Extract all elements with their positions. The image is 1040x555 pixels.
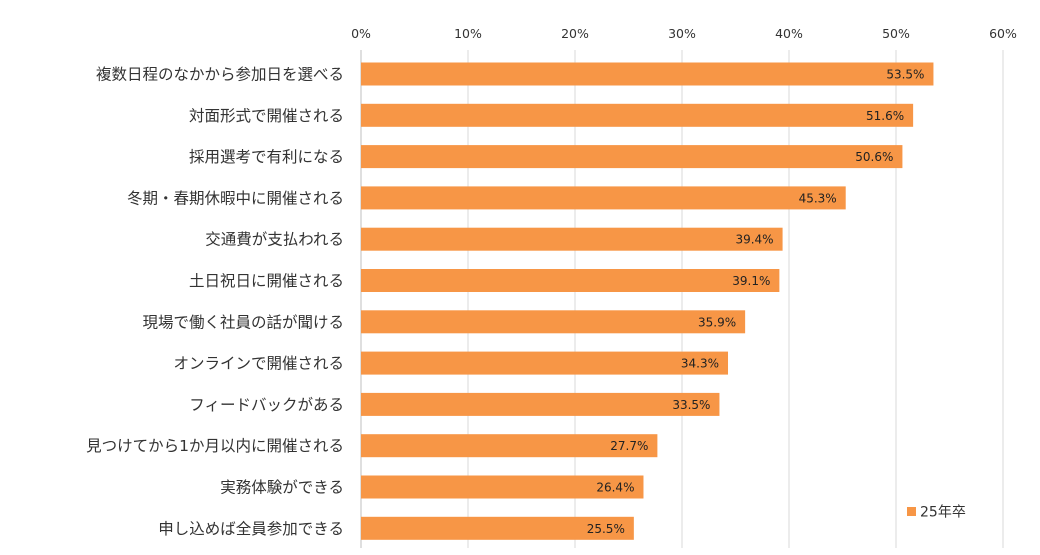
category-label: オンラインで開催される — [173, 355, 344, 373]
bar — [361, 103, 914, 127]
data-label: 27.7% — [610, 439, 648, 453]
bar — [361, 186, 846, 210]
category-label: 交通費が支払われる — [205, 231, 344, 249]
x-tick-label: 50% — [882, 26, 910, 41]
data-label: 34.3% — [681, 357, 719, 371]
legend-label: 25年卒 — [920, 505, 966, 521]
bar — [361, 145, 903, 169]
bar — [361, 62, 934, 86]
bar — [361, 351, 729, 375]
bar — [361, 516, 634, 540]
bar — [361, 392, 720, 416]
x-tick-label: 30% — [668, 26, 696, 41]
x-tick-label: 10% — [454, 26, 482, 41]
data-label: 50.6% — [855, 150, 893, 164]
category-label: 対面形式で開催される — [189, 107, 344, 125]
data-label: 26.4% — [596, 481, 634, 495]
bar — [361, 269, 780, 292]
data-label: 53.5% — [886, 68, 924, 82]
category-label: 冬期・春期休暇中に開催される — [127, 189, 344, 207]
x-tick-label: 40% — [775, 26, 803, 41]
category-label: 実務体験ができる — [220, 479, 344, 497]
bar — [361, 475, 644, 499]
category-label: 見つけてから1か月以内に開催される — [86, 437, 344, 455]
bar — [361, 310, 746, 334]
x-tick-label: 60% — [989, 26, 1017, 41]
data-label: 51.6% — [866, 109, 904, 123]
category-label: フィードバックがある — [189, 396, 344, 414]
category-label: 採用選考で有利になる — [189, 148, 344, 166]
bar — [361, 434, 658, 458]
data-label: 35.9% — [698, 315, 736, 329]
x-tick-label: 20% — [561, 26, 589, 41]
data-label: 39.1% — [732, 274, 770, 288]
category-label: 現場で働く社員の話が聞ける — [142, 313, 344, 331]
x-tick-label: 0% — [351, 26, 371, 41]
data-label: 45.3% — [799, 191, 837, 205]
bars: 53.5% 51.6% 50.6% 45.3% 39.4% 39.1% 35.9% 34.3%… — [361, 62, 934, 540]
data-label: 25.5% — [587, 522, 625, 536]
legend-swatch — [907, 507, 916, 516]
category-label: 土日祝日に開催される — [189, 272, 344, 290]
legend: 25年卒 — [907, 505, 966, 521]
category-label: 申し込めば全員参加できる — [158, 520, 344, 538]
gridlines — [360, 50, 1004, 548]
category-labels: 複数日程のなかから参加日を選べる対面形式で開催される採用選考で有利になる冬期・春… — [86, 66, 344, 538]
category-label: 複数日程のなかから参加日を選べる — [96, 66, 344, 84]
x-axis-ticks: 0% 10% 20% 30% 40% 50% 60% — [351, 26, 1017, 41]
data-label: 39.4% — [735, 233, 773, 247]
data-label: 33.5% — [672, 398, 710, 412]
bar — [361, 227, 783, 251]
